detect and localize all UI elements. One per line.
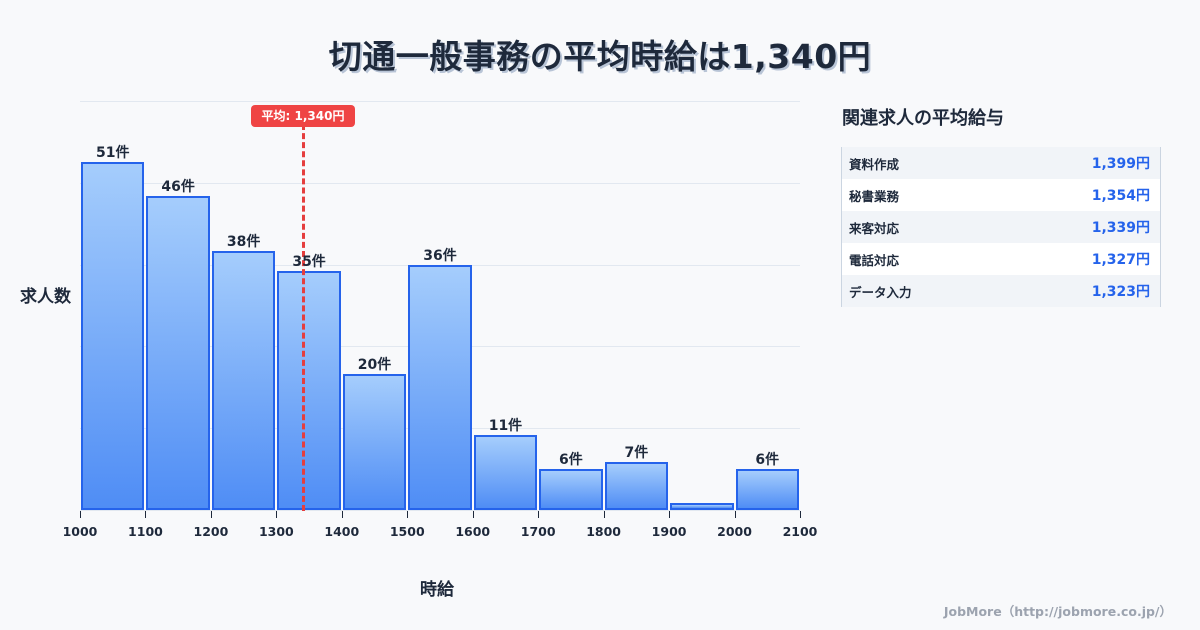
histogram-bar xyxy=(604,462,669,510)
x-tick-label: 1800 xyxy=(586,524,622,539)
histogram-chart: 求人数 時給 平均: 1,340円 51件 46件 38件 35件 20件 36件 11件 6… xyxy=(20,101,818,600)
table-row: データ入力 1,323円 xyxy=(842,275,1160,307)
bar-value-label: 35件 xyxy=(292,254,326,271)
job-salary: 1,339円 xyxy=(1091,220,1150,236)
x-axis-label: 時給 xyxy=(420,580,454,600)
histogram-bar xyxy=(146,196,210,510)
x-tick-label: 1400 xyxy=(324,524,360,539)
histogram-bar xyxy=(342,373,407,510)
bar-value-label: 11件 xyxy=(488,418,523,435)
x-tick xyxy=(210,511,212,518)
x-axis-line xyxy=(80,510,800,511)
x-tick-label: 2000 xyxy=(717,524,752,539)
table-row: 秘書業務 1,354円 xyxy=(842,179,1160,211)
x-tick xyxy=(276,511,278,518)
job-salary: 1,327円 xyxy=(1091,252,1150,268)
x-tick xyxy=(80,511,81,518)
x-tick xyxy=(145,511,147,518)
bar-value-label: 46件 xyxy=(161,179,195,196)
x-tick-label: 1700 xyxy=(520,524,556,539)
x-tick-label: 1100 xyxy=(128,524,163,539)
page-title: 切通一般事務の平均時給は1,340円 xyxy=(328,37,872,76)
x-tick xyxy=(734,511,736,518)
job-salary: 1,399円 xyxy=(1091,156,1150,172)
table-row: 来客対応 1,339円 xyxy=(842,211,1160,243)
histogram-bar xyxy=(473,435,538,510)
x-tick-label: 1300 xyxy=(258,524,294,539)
table-row: 電話対応 1,327円 xyxy=(842,243,1160,275)
table-row: 資料作成 1,399円 xyxy=(842,147,1160,179)
x-tick-label: 1000 xyxy=(62,524,98,539)
bar-value-label: 7件 xyxy=(624,445,649,462)
x-tick xyxy=(341,511,343,518)
bar-value-label: 6件 xyxy=(755,452,780,469)
related-salary-table: 資料作成 1,399円秘書業務 1,354円来客対応 1,339円電話対応 1,327円… xyxy=(841,147,1161,307)
histogram-bar xyxy=(735,469,799,510)
gridline xyxy=(80,101,800,102)
bar-value-label: 36件 xyxy=(423,247,457,264)
x-tick xyxy=(538,511,540,518)
x-tick xyxy=(407,511,409,518)
x-tick xyxy=(472,511,474,518)
x-tick xyxy=(800,511,801,518)
histogram-bar xyxy=(211,250,276,510)
x-tick-label: 2100 xyxy=(782,524,818,539)
x-tick-label: 1900 xyxy=(651,524,687,539)
job-salary: 1,354円 xyxy=(1091,188,1150,204)
histogram-bar xyxy=(408,264,472,510)
bar-value-label: 20件 xyxy=(357,356,392,373)
job-name: データ入力 xyxy=(849,284,912,300)
bar-value-label: 38件 xyxy=(226,233,261,250)
x-tick-label: 1200 xyxy=(193,524,229,539)
job-salary: 1,323円 xyxy=(1091,284,1150,300)
histogram-bar xyxy=(81,162,145,510)
job-name: 来客対応 xyxy=(849,220,900,236)
mean-line xyxy=(301,124,305,511)
bar-value-label: 6件 xyxy=(559,452,583,469)
job-name: 電話対応 xyxy=(849,252,900,268)
side-panel-title: 関連求人の平均給与 xyxy=(842,108,1004,129)
gridline xyxy=(80,182,800,184)
bar-value-label: 51件 xyxy=(95,145,130,162)
x-tick-label: 1600 xyxy=(455,524,491,539)
x-tick xyxy=(603,511,605,518)
histogram-bar xyxy=(539,469,603,510)
histogram-bar xyxy=(670,503,734,510)
mean-badge: 平均: 1,340円 xyxy=(251,105,355,127)
histogram-bar xyxy=(277,271,341,510)
y-axis-label: 求人数 xyxy=(20,287,71,307)
x-tick-label: 1500 xyxy=(389,524,425,539)
x-tick xyxy=(669,511,671,518)
job-name: 資料作成 xyxy=(849,156,900,172)
footer-credit: JobMore（http://jobmore.co.jp/） xyxy=(943,604,1172,619)
job-name: 秘書業務 xyxy=(849,188,900,204)
